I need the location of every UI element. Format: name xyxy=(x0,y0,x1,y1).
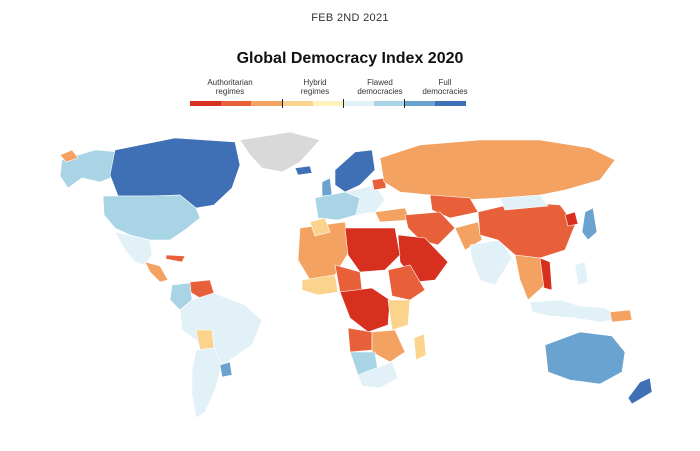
legend-divider xyxy=(343,99,344,108)
region-vietnam xyxy=(539,257,553,291)
legend: Authoritarian regimes Hybrid regimes Fla… xyxy=(190,78,470,110)
legend-swatch xyxy=(374,101,405,106)
legend-divider xyxy=(282,99,283,108)
legend-swatch xyxy=(220,101,252,106)
region-kazakhstan xyxy=(429,194,479,219)
region-cuba xyxy=(165,254,186,263)
region-uk xyxy=(321,177,333,197)
region-west-africa-coast xyxy=(301,274,339,296)
legend-swatch xyxy=(404,101,436,106)
region-north-africa-east xyxy=(344,227,401,273)
region-russia xyxy=(379,139,616,201)
region-madagascar xyxy=(413,333,427,361)
region-papua-new-guinea xyxy=(609,309,633,323)
region-iceland xyxy=(294,165,313,176)
region-japan xyxy=(581,207,598,241)
region-new-zealand xyxy=(627,377,653,405)
world-map xyxy=(59,131,653,419)
region-usa xyxy=(102,194,201,241)
legend-swatch xyxy=(343,101,375,106)
legend-swatch xyxy=(282,101,313,106)
region-north-korea xyxy=(564,211,579,227)
region-aleutians xyxy=(59,149,79,163)
region-greenland xyxy=(239,131,321,173)
region-uruguay xyxy=(219,361,233,378)
legend-divider xyxy=(404,99,405,108)
region-mongolia xyxy=(499,194,549,211)
region-central-america xyxy=(144,261,169,283)
legend-label-authoritarian: Authoritarian regimes xyxy=(207,78,253,96)
legend-swatch xyxy=(312,101,344,106)
region-ethiopia xyxy=(387,264,426,301)
legend-swatch xyxy=(251,101,283,106)
region-scandinavia xyxy=(334,149,376,193)
region-indonesia xyxy=(529,299,626,323)
region-mexico xyxy=(114,231,153,266)
region-morocco xyxy=(309,217,331,237)
region-southeast-africa xyxy=(371,329,406,363)
region-south-africa xyxy=(357,361,399,389)
date-label: FEB 2ND 2021 xyxy=(311,12,389,24)
chart-title: Global Democracy Index 2020 xyxy=(236,50,464,67)
legend-color-scale xyxy=(190,101,467,106)
region-bolivia xyxy=(195,329,215,351)
region-east-africa xyxy=(387,299,411,331)
region-middle-east-north xyxy=(404,211,456,246)
region-belarus xyxy=(371,177,387,191)
region-central-africa xyxy=(339,287,391,333)
region-australia xyxy=(544,331,626,385)
region-pakistan xyxy=(454,221,483,251)
region-southern-cone xyxy=(191,347,223,419)
legend-swatch xyxy=(435,101,467,106)
region-canada xyxy=(109,137,241,209)
legend-swatch xyxy=(190,101,221,106)
region-southeast-asia xyxy=(514,254,546,301)
region-angola xyxy=(347,327,373,353)
legend-label-full: Full democracies xyxy=(422,78,468,96)
region-alaska xyxy=(59,149,121,189)
legend-label-flawed: Flawed democracies xyxy=(357,78,403,96)
legend-label-hybrid: Hybrid regimes xyxy=(300,78,330,96)
region-brazil-peru xyxy=(179,292,263,371)
region-philippines xyxy=(574,261,589,286)
